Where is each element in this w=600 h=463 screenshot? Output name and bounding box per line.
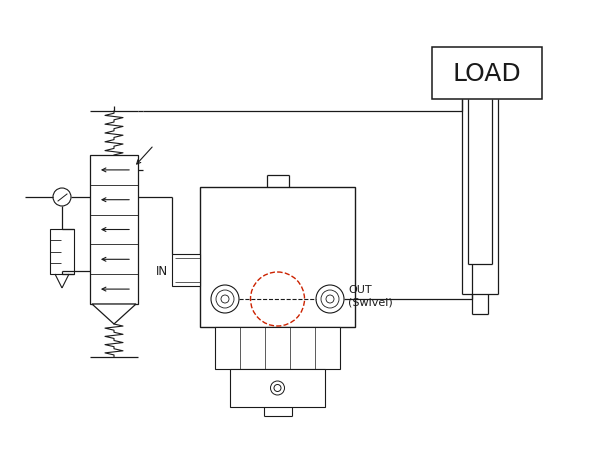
Bar	[90, 156, 138, 304]
Bar	[172, 255, 200, 287]
Text: IN: IN	[156, 264, 168, 277]
Bar	[432, 48, 542, 100]
Text: LOAD: LOAD	[452, 62, 521, 86]
Bar	[200, 188, 355, 327]
Bar	[50, 230, 74, 275]
Bar	[230, 369, 325, 407]
Bar	[215, 327, 340, 369]
Text: OUT
(Swivel): OUT (Swivel)	[348, 284, 393, 307]
Polygon shape	[92, 304, 136, 324]
